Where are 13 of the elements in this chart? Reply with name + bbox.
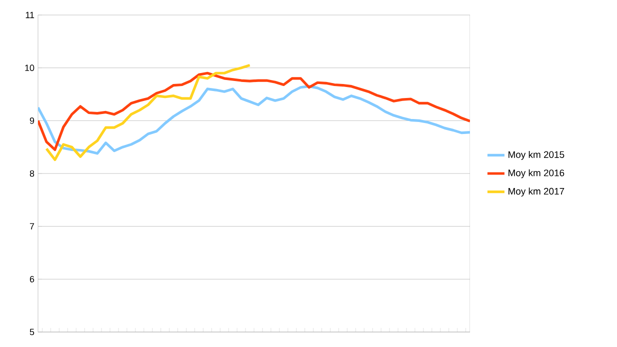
- y-tick-label: 11: [26, 12, 34, 18]
- line-series: [38, 85, 470, 155]
- y-tick-label: 7: [30, 223, 34, 230]
- legend-label: Moy km 2015: [508, 150, 564, 160]
- y-tick-label: 8: [30, 170, 34, 177]
- y-tick-label: 6: [30, 276, 34, 282]
- y-tick-label: 9: [30, 117, 34, 124]
- legend-label: Moy km 2017: [508, 188, 564, 196]
- y-tick-label: 5: [30, 328, 34, 336]
- legend-label: Moy km 2016: [508, 169, 564, 178]
- line-series: [45, 64, 252, 162]
- line-series: [38, 72, 470, 152]
- y-tick-label: 10: [25, 64, 34, 72]
